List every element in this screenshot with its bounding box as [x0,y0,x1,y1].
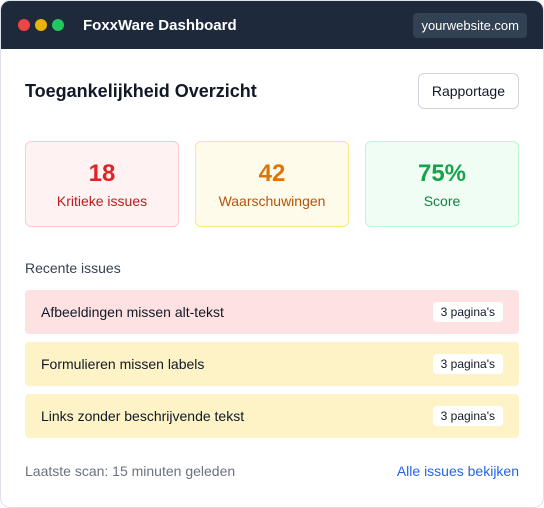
stat-label: Kritieke issues [56,192,148,209]
stat-value: 18 [88,159,116,187]
stat-value: 75% [417,159,467,187]
close-dot-icon[interactable] [18,19,30,31]
maximize-dot-icon[interactable] [52,19,64,31]
issue-text: Afbeeldingen missen alt-tekst [41,304,224,320]
stat-value: 42 [258,159,286,187]
stat-label: Waarschuwingen [218,192,326,209]
pages-badge: 3 pagina's [432,406,503,426]
pages-badge: 3 pagina's [432,354,503,374]
url-pill[interactable]: yourwebsite.com [413,12,527,38]
title-bar: FoxxWare Dashboard yourwebsite.com [1,1,543,49]
app-title: FoxxWare Dashboard [83,16,237,34]
issues-list: Afbeeldingen missen alt-tekst 3 pagina's… [25,290,519,438]
minimize-dot-icon[interactable] [35,19,47,31]
report-button[interactable]: Rapportage [417,73,519,109]
all-issues-link[interactable]: Alle issues bekijken [396,463,519,479]
page-header: Toegankelijkheid Overzicht Rapportage [25,73,519,109]
issue-item[interactable]: Links zonder beschrijvende tekst 3 pagin… [25,394,519,438]
window-controls [18,19,64,31]
stat-label: Score [423,192,461,209]
pages-badge: 3 pagina's [432,302,503,322]
stat-card-warnings: 42 Waarschuwingen [195,141,349,227]
last-scan-text: Laatste scan: 15 minuten geleden [25,463,236,479]
stats-row: 18 Kritieke issues 42 Waarschuwingen 75%… [25,141,519,227]
recent-issues-heading: Recente issues [25,260,121,276]
stat-card-critical: 18 Kritieke issues [25,141,179,227]
issue-item[interactable]: Afbeeldingen missen alt-tekst 3 pagina's [25,290,519,334]
issue-text: Formulieren missen labels [41,356,205,372]
footer: Laatste scan: 15 minuten geleden Alle is… [25,463,519,479]
issue-text: Links zonder beschrijvende tekst [41,408,245,424]
stat-card-score: 75% Score [365,141,519,227]
page-title: Toegankelijkheid Overzicht [25,80,257,101]
main-content: Toegankelijkheid Overzicht Rapportage 18… [1,73,543,479]
issue-item[interactable]: Formulieren missen labels 3 pagina's [25,342,519,386]
